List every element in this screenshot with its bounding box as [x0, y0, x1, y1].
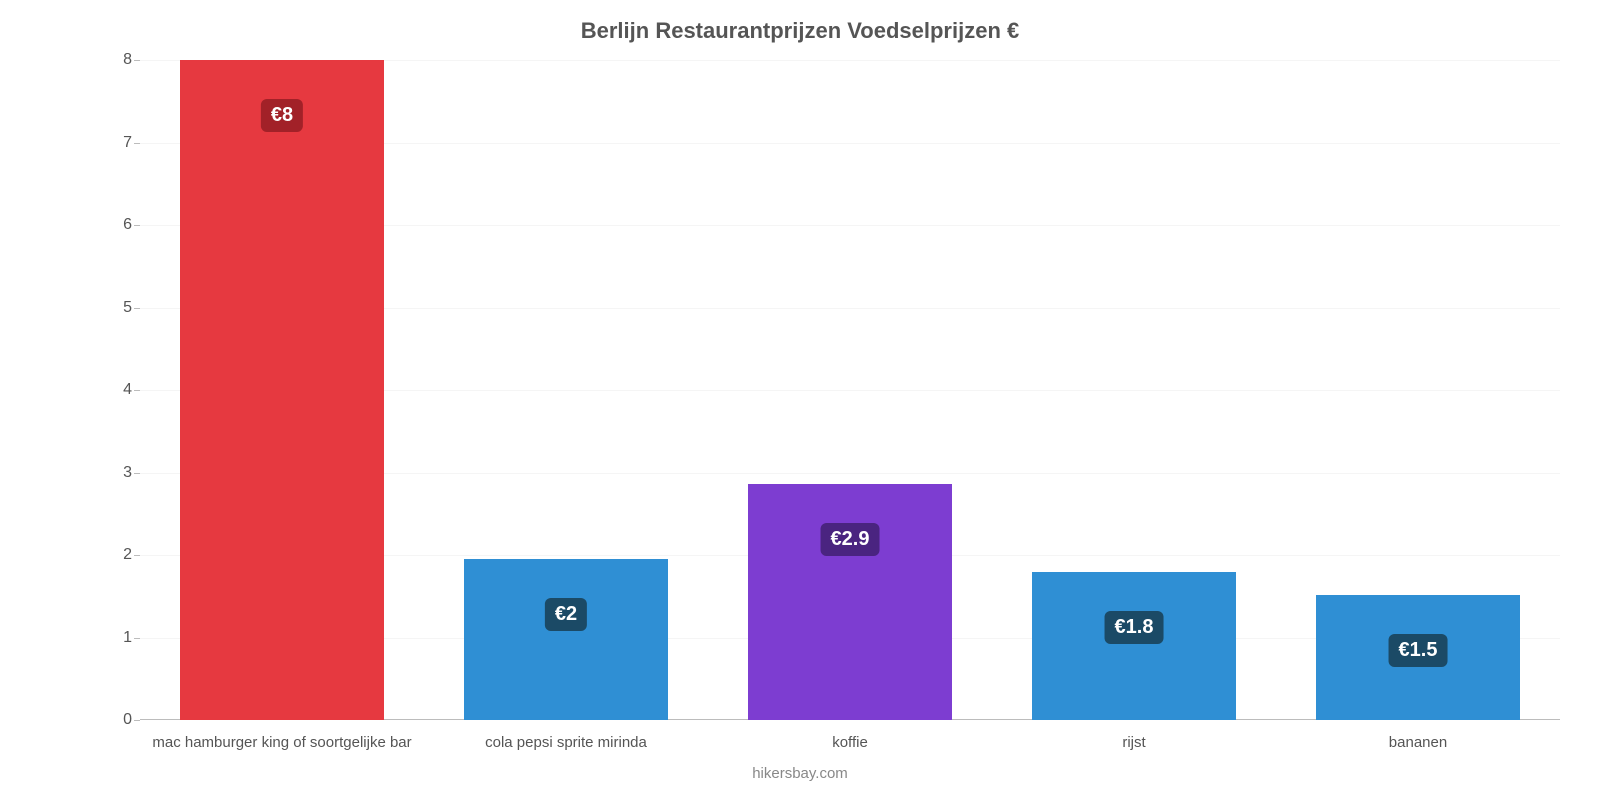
ytick-label: 2 — [100, 546, 132, 564]
xtick-label: cola pepsi sprite mirinda — [485, 734, 647, 751]
ytick-label: 6 — [100, 216, 132, 234]
ytick-label: 5 — [100, 299, 132, 317]
price-chart: Berlijn Restaurantprijzen Voedselprijzen… — [0, 0, 1600, 800]
bar-value-label: €8 — [261, 99, 303, 132]
chart-title: Berlijn Restaurantprijzen Voedselprijzen… — [0, 18, 1600, 44]
ytick-mark — [134, 390, 140, 391]
ytick-label: 4 — [100, 381, 132, 399]
ytick-mark — [134, 638, 140, 639]
credits-text: hikersbay.com — [0, 765, 1600, 782]
xtick-label: bananen — [1389, 734, 1447, 751]
ytick-mark — [134, 473, 140, 474]
bar — [1032, 572, 1236, 721]
ytick-mark — [134, 308, 140, 309]
ytick-label: 7 — [100, 134, 132, 152]
ytick-label: 0 — [100, 711, 132, 729]
ytick-mark — [134, 60, 140, 61]
ytick-mark — [134, 720, 140, 721]
plot-area: 012345678€8mac hamburger king of soortge… — [140, 60, 1560, 720]
bar — [180, 60, 384, 720]
ytick-mark — [134, 555, 140, 556]
ytick-mark — [134, 143, 140, 144]
ytick-label: 1 — [100, 629, 132, 647]
ytick-label: 8 — [100, 51, 132, 69]
bar-value-label: €1.5 — [1389, 634, 1448, 667]
bar — [464, 559, 668, 720]
bar-value-label: €1.8 — [1105, 611, 1164, 644]
bar-value-label: €2.9 — [821, 523, 880, 556]
xtick-label: koffie — [832, 734, 868, 751]
ytick-label: 3 — [100, 464, 132, 482]
bar — [748, 484, 952, 720]
ytick-mark — [134, 225, 140, 226]
xtick-label: rijst — [1122, 734, 1145, 751]
bar-value-label: €2 — [545, 598, 587, 631]
xtick-label: mac hamburger king of soortgelijke bar — [152, 734, 411, 751]
